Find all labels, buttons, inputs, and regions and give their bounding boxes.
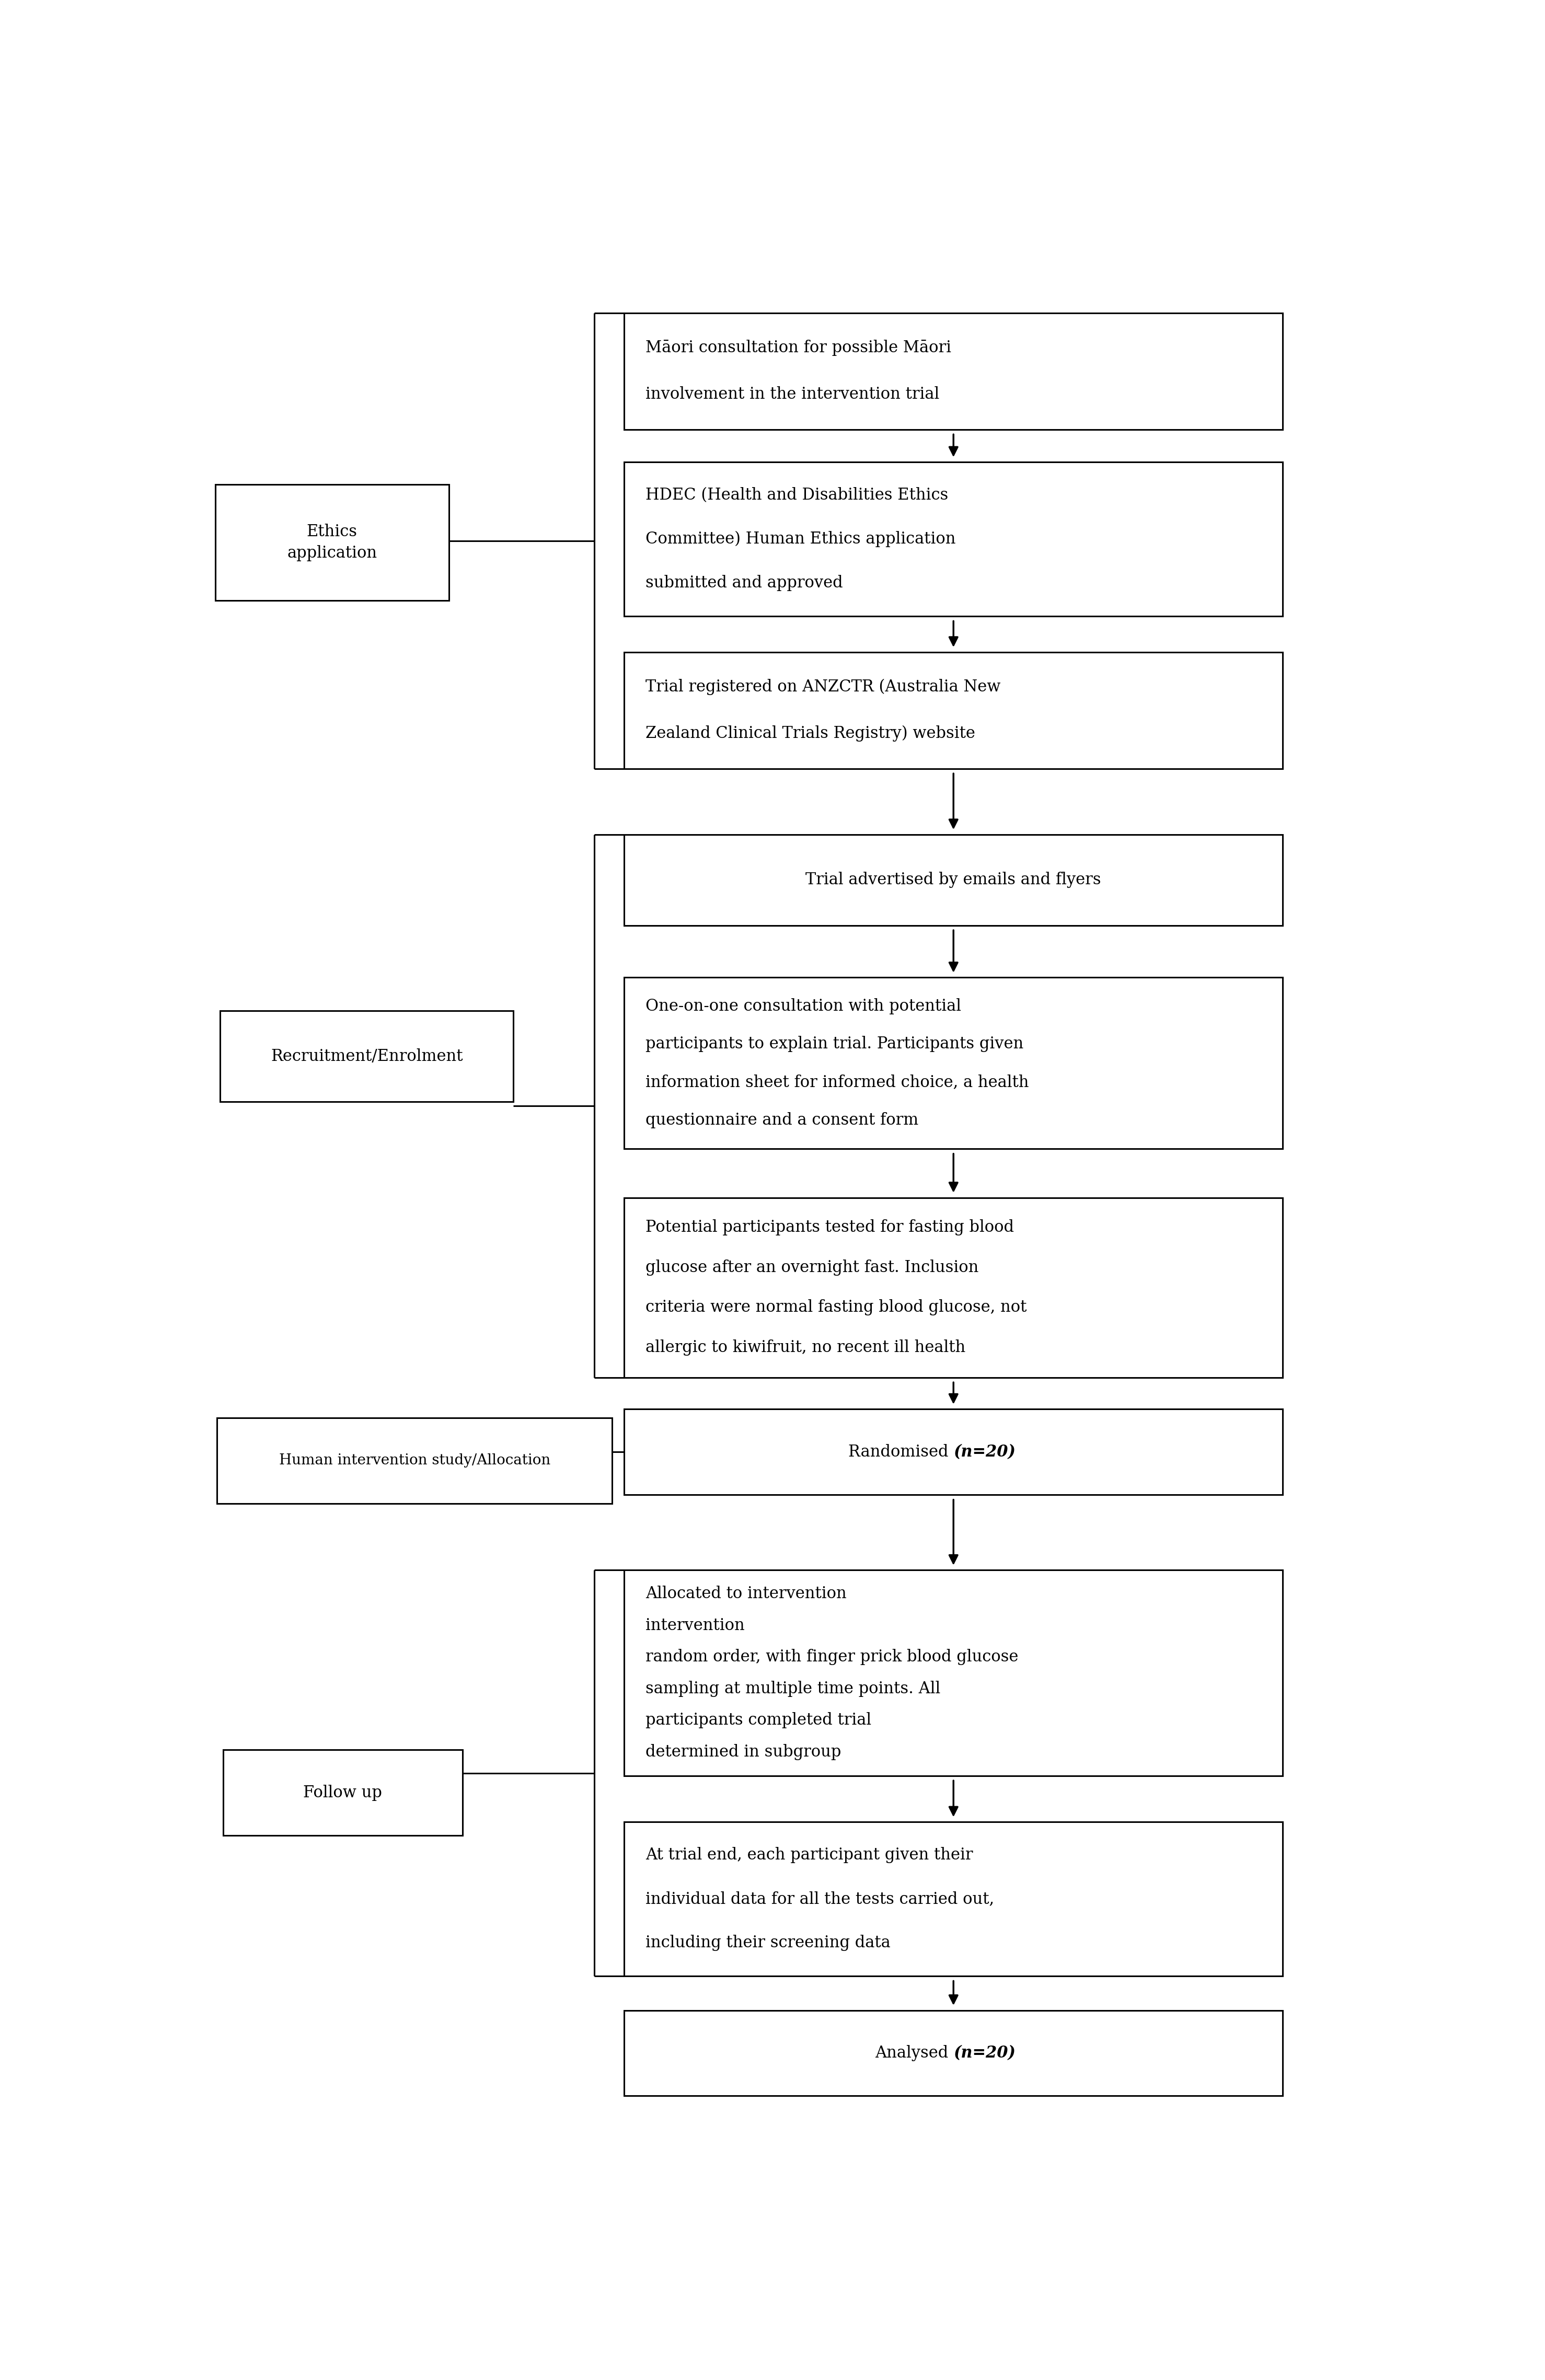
Text: (n=20): (n=20) [953, 1445, 1015, 1459]
Text: information sheet for informed choice, a health: information sheet for informed choice, a… [646, 1073, 1029, 1090]
Text: Human intervention study/Allocation: Human intervention study/Allocation [280, 1454, 550, 1468]
Text: including their screening data: including their screening data [646, 1935, 896, 1952]
Text: Recruitment/Enrolment: Recruitment/Enrolment [270, 1047, 463, 1064]
Text: random order, with finger prick blood glucose: random order, with finger prick blood gl… [646, 1649, 1018, 1666]
Text: questionnaire and a consent form: questionnaire and a consent form [646, 1111, 924, 1128]
FancyBboxPatch shape [624, 835, 1282, 926]
FancyBboxPatch shape [215, 483, 448, 600]
Text: Follow up: Follow up [303, 1785, 382, 1802]
FancyBboxPatch shape [624, 1197, 1282, 1378]
Text: Māori consultation for possible Māori: Māori consultation for possible Māori [646, 340, 952, 357]
Text: participants to explain trial. Participants given: participants to explain trial. Participa… [646, 1035, 1024, 1052]
Text: involvement in the intervention trial: involvement in the intervention trial [646, 386, 939, 402]
Text: Randomised: Randomised [848, 1445, 953, 1459]
Text: Committee) Human Ethics application: Committee) Human Ethics application [646, 531, 956, 547]
FancyBboxPatch shape [624, 652, 1282, 769]
FancyBboxPatch shape [219, 1012, 513, 1102]
FancyBboxPatch shape [624, 2011, 1282, 2097]
Text: Zealand Clinical Trials Registry) website: Zealand Clinical Trials Registry) websit… [646, 726, 975, 743]
FancyBboxPatch shape [624, 1823, 1282, 1975]
Text: Trial registered on ANZCTR (Australia New: Trial registered on ANZCTR (Australia Ne… [646, 678, 1001, 695]
Text: participants completed trial: participants completed trial [646, 1711, 876, 1728]
Text: Trial advertised by emails and flyers: Trial advertised by emails and flyers [805, 871, 1102, 888]
Text: determined in subgroup: determined in subgroup [646, 1745, 847, 1761]
FancyBboxPatch shape [222, 1749, 462, 1835]
Text: Potential participants tested for fasting blood: Potential participants tested for fastin… [646, 1219, 1014, 1235]
Text: Analysed: Analysed [874, 2044, 953, 2061]
Text: Ethics
application: Ethics application [287, 524, 377, 562]
Text: At trial end, each participant given their: At trial end, each participant given the… [646, 1847, 973, 1864]
Text: glucose after an overnight fast. Inclusion: glucose after an overnight fast. Inclusi… [646, 1259, 980, 1276]
Text: sampling at multiple time points. All: sampling at multiple time points. All [646, 1680, 941, 1697]
Text: Allocated to intervention: Allocated to intervention [646, 1585, 851, 1602]
FancyBboxPatch shape [624, 978, 1282, 1150]
FancyBboxPatch shape [216, 1418, 612, 1504]
Text: individual data for all the tests carried out,: individual data for all the tests carrie… [646, 1890, 995, 1906]
Text: One-on-one consultation with potential: One-on-one consultation with potential [646, 997, 961, 1014]
Text: allergic to kiwifruit, no recent ill health: allergic to kiwifruit, no recent ill hea… [646, 1340, 970, 1357]
FancyBboxPatch shape [624, 462, 1282, 616]
Text: intervention: intervention [646, 1618, 749, 1633]
Text: criteria were normal fasting blood glucose, not: criteria were normal fasting blood gluco… [646, 1299, 1027, 1316]
Text: HDEC (Health and Disabilities Ethics: HDEC (Health and Disabilities Ethics [646, 488, 949, 502]
Text: (n=20): (n=20) [953, 2044, 1015, 2061]
Text: submitted and approved: submitted and approved [646, 576, 844, 590]
FancyBboxPatch shape [624, 314, 1282, 428]
FancyBboxPatch shape [624, 1571, 1282, 1775]
FancyBboxPatch shape [624, 1409, 1282, 1495]
